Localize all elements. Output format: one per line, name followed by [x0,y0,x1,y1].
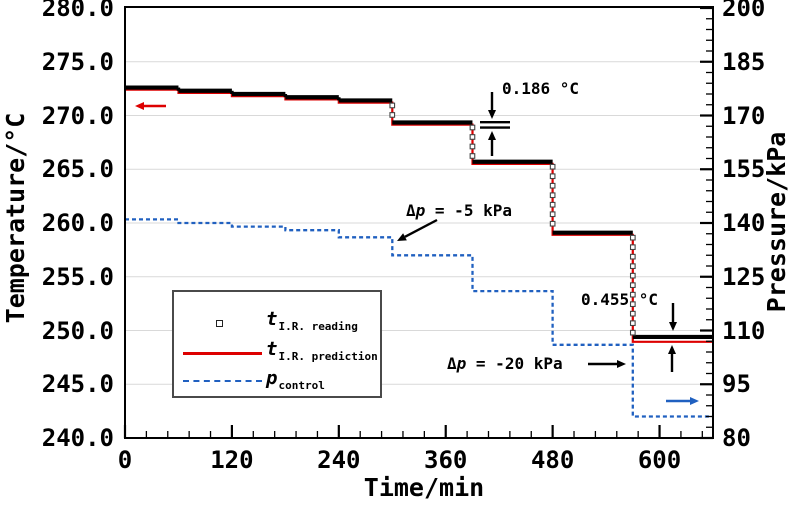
legend-label-sub: control [278,379,325,392]
legend-label-reading: tI.R. reading [266,308,358,333]
y-right-tick-label: 95 [722,370,751,399]
annotation-dp-minus20: Δp = -20 kPa [447,354,563,374]
x-axis-title: Time/min [363,473,485,502]
legend-label-sub: I.R. reading [278,320,358,333]
legend-label-prediction: tI.R. prediction [266,338,378,363]
y-left-tick-label: 245.0 [41,370,114,399]
y-left-tick-label: 240.0 [41,424,114,452]
y-right-tick-label: 110 [722,316,766,345]
x-tick-label: 240 [317,446,361,474]
legend-marker-reading-square-icon [216,320,223,327]
y-left-tick-label: 260.0 [41,209,114,237]
y-left-tick-label: 255.0 [41,262,114,291]
y-right-tick-label: 170 [722,101,766,130]
series-t-reading [125,85,713,340]
legend-line-prediction-icon [183,352,262,355]
series-t-prediction [125,88,713,343]
x-tick-label: 0 [117,446,133,474]
legend-line-control-icon [183,380,262,382]
delta-symbol: Δ [447,354,457,373]
x-tick-label: 360 [424,446,468,474]
legend-label-sub: I.R. prediction [278,350,378,363]
y-left-tick-label: 280.0 [41,0,114,22]
dp-minus5-arrow-icon [397,218,438,241]
x-tick-label: 120 [210,446,254,474]
legend: tI.R. reading tI.R. prediction pcontrol [172,290,382,398]
x-tick-label: 600 [637,446,682,474]
y-axis-title-left: Temperature/°C [1,112,30,324]
legend-label-control: pcontrol [266,367,325,392]
step-0186-up-arrow-icon [488,131,496,156]
delta-symbol: Δ [406,201,416,220]
legend-label-main: p [266,367,278,389]
dp-minus20-arrow-icon [588,360,626,368]
annotation-value: = -5 kPa [425,201,512,220]
y-left-tick-label: 250.0 [41,316,114,345]
x-tick-label: 480 [530,446,575,474]
y-right-tick-label: 200 [722,0,766,22]
difference-marker [480,120,510,129]
pressure-variable: p [456,354,467,373]
step-0455-up-arrow-icon [668,345,676,372]
y-right-tick-label: 155 [722,155,766,184]
pressure-variable: p [415,201,426,220]
annotation-dp-minus5: Δp = -5 kPa [406,201,512,221]
annotation-temp-step-0455: 0.455 °C [581,290,659,309]
pressure-axis-arrow-icon [666,397,699,405]
y-right-tick-label: 185 [722,47,766,76]
axis-ticks [123,6,713,440]
legend-label-main: t [266,308,278,330]
series-p-control [125,218,713,418]
temperature-axis-arrow-icon [135,102,166,110]
step-0186-down-arrow-icon [488,92,496,119]
legend-label-main: t [266,338,278,360]
y-left-tick-label: 265.0 [41,155,114,184]
annotation-temp-step-0186: 0.186 °C [502,79,580,98]
y-right-tick-label: 125 [722,262,766,291]
y-right-tick-label: 140 [722,209,766,237]
y-axis-title-right: Pressure/kPa [762,131,791,313]
step-0455-down-arrow-icon [669,303,677,331]
y-left-tick-label: 270.0 [41,101,114,130]
y-left-tick-label: 275.0 [41,47,114,76]
y-right-tick-label: 80 [722,424,751,452]
annotation-value: = -20 kPa [466,354,563,373]
